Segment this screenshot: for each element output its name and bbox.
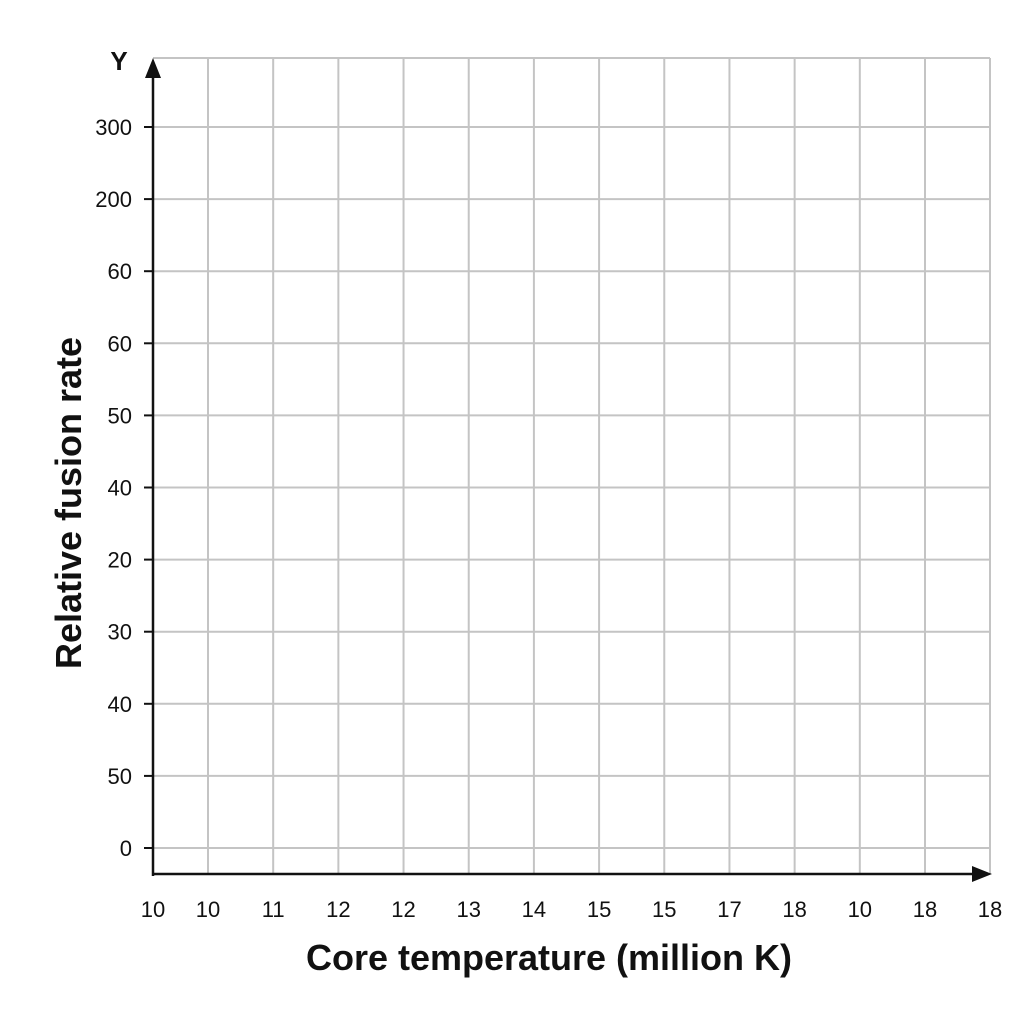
y-tick-label: 20	[108, 548, 132, 573]
y-tick-labels: 0 50 40 30 20 40 50 60 60 200 300	[95, 115, 132, 861]
x-tick-label: 10	[848, 897, 872, 922]
y-tick-label: 40	[108, 476, 132, 501]
x-tick-label: 13	[456, 897, 480, 922]
y-tick-label: 30	[108, 620, 132, 645]
y-tick-label: 40	[108, 692, 132, 717]
x-tick-label: 11	[262, 897, 285, 922]
x-tick-label: 17	[717, 897, 741, 922]
y-tick-label: 50	[108, 764, 132, 789]
y-tick-label: 300	[95, 115, 132, 140]
y-axis-arrow	[145, 58, 161, 78]
y-tick-label: 60	[108, 259, 132, 284]
x-tick-label: 14	[522, 897, 546, 922]
x-tick-label: 18	[913, 897, 937, 922]
x-tick-label: 18	[782, 897, 806, 922]
y-tick-label: 60	[108, 331, 132, 356]
x-tick-label: 12	[391, 897, 415, 922]
y-tick-label: 200	[95, 187, 132, 212]
x-axis-title: Core temperature (million K)	[306, 937, 792, 978]
x-tick-labels: 10 10 11 12 12 13 14 15 15 17 18 10 18 18	[141, 897, 1002, 922]
x-tick-label: 12	[326, 897, 350, 922]
y-tick-label: 50	[108, 403, 132, 428]
x-tick-label: 10	[196, 897, 220, 922]
x-tick-label: 15	[587, 897, 611, 922]
x-axis-arrow	[972, 866, 992, 882]
x-tick-label: 10	[141, 897, 165, 922]
y-axis-title: Relative fusion rate	[48, 337, 89, 669]
x-tick-label: 18	[978, 897, 1002, 922]
grid	[144, 57, 991, 874]
x-tick-label: 15	[652, 897, 676, 922]
y-axis-marker: Y	[110, 46, 127, 76]
axes	[145, 58, 992, 882]
y-tick-label: 0	[120, 836, 132, 861]
